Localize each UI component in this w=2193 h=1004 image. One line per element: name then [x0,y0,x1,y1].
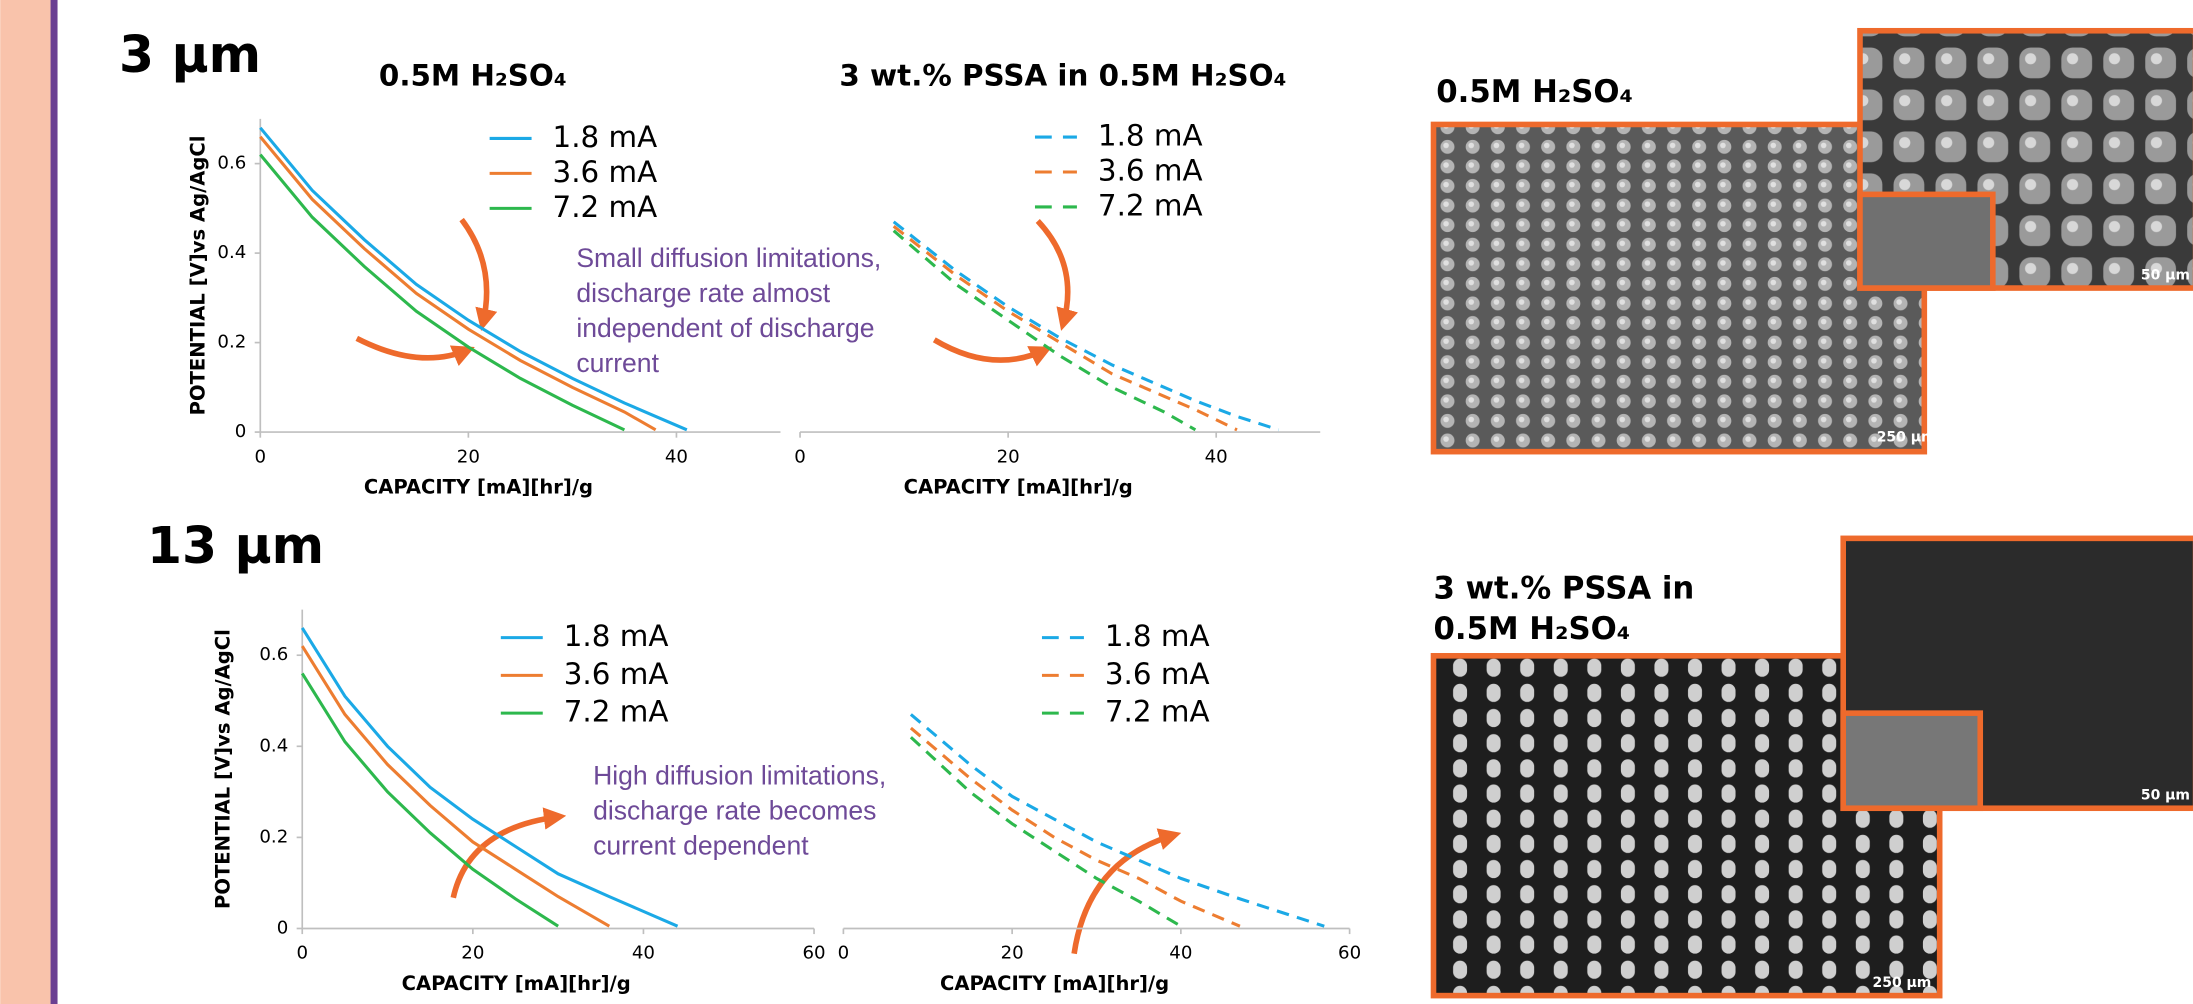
y-tick-label: 0.4 [259,735,288,756]
y-tick-label: 0.6 [259,644,288,665]
legend-label: 3.6 mA [564,657,669,691]
scale-bar: 250 μm [1873,975,1932,991]
scale-bar: 250 μm [1877,430,1936,446]
legend-label: 7.2 mA [564,695,669,729]
annotation: discharge rate becomes [593,795,876,825]
slide: 3 μm 13 μm 250 μm 50 μm 250 μm 50 μm 0.5… [0,0,2193,1004]
series-line [894,222,1279,430]
series-line [302,673,558,926]
heading: 3 μm [119,25,261,84]
annotation: current dependent [593,830,809,860]
series-line [911,714,1324,926]
chart-title: 0.5M H₂SO₄ [379,58,567,92]
series-line [894,226,1237,430]
annotation: High diffusion limitations, [593,760,886,790]
y-tick-label: 0.4 [217,242,246,263]
legend-label: 1.8 mA [564,619,669,653]
annotation: current [576,348,659,378]
x-tick-label: 40 [632,943,655,964]
x-tick-label: 60 [802,943,825,964]
y-tick-label: 0.2 [217,332,246,353]
x-tick-label: 20 [461,943,484,964]
chart-title: 3 wt.% PSSA in 0.5M H₂SO₄ [839,58,1286,92]
scale-bar: 50 μm [2141,267,2190,283]
legend-label: 3.6 mA [1105,657,1210,691]
y-tick-label: 0.6 [217,153,246,174]
x-tick-label: 0 [296,943,308,964]
x-tick-label: 0 [794,446,806,467]
x-tick-label: 20 [457,446,480,467]
y-tick-label: 0.2 [259,826,288,847]
y-tick-label: 0 [277,917,289,938]
legend-label: 7.2 mA [1098,188,1203,222]
annotation: discharge rate almost [576,278,830,308]
x-tick-label: 40 [1205,446,1228,467]
y-axis-label: POTENTIAL [V]vs Ag/AgCl [211,629,234,909]
image-caption: 0.5M H₂SO₄ [1433,611,1630,647]
legend-label: 1.8 mA [1105,619,1210,653]
image-caption: 3 wt.% PSSA in [1433,571,1694,607]
scale-bar: 50 μm [2141,788,2190,804]
x-axis-label: CAPACITY [mA][hr]/g [904,476,1133,499]
heading: 13 μm [147,516,324,575]
legend-label: 3.6 mA [553,155,658,189]
annotation: Small diffusion limitations, [576,243,881,273]
legend-label: 1.8 mA [553,120,658,154]
x-axis-label: CAPACITY [mA][hr]/g [402,972,631,995]
x-tick-label: 60 [1338,943,1361,964]
x-tick-label: 0 [838,943,850,964]
x-tick-label: 40 [665,446,688,467]
legend-label: 7.2 mA [1105,695,1210,729]
side-rule [51,0,58,1004]
x-tick-label: 0 [255,446,267,467]
legend-label: 1.8 mA [1098,119,1203,153]
y-axis-label: POTENTIAL [V]vs Ag/AgCl [186,136,209,416]
side-band [0,0,50,1004]
legend-label: 7.2 mA [553,190,658,224]
annotation: independent of discharge [576,313,874,343]
sem-images [1433,31,2193,996]
series-line [894,231,1196,430]
image-caption: 0.5M H₂SO₄ [1436,74,1633,110]
x-axis-label: CAPACITY [mA][hr]/g [940,972,1169,995]
x-tick-label: 20 [1001,943,1024,964]
x-tick-label: 20 [997,446,1020,467]
legend-label: 3.6 mA [1098,153,1203,187]
y-tick-label: 0 [235,421,247,442]
x-axis-label: CAPACITY [mA][hr]/g [364,476,593,499]
x-tick-label: 40 [1169,943,1192,964]
